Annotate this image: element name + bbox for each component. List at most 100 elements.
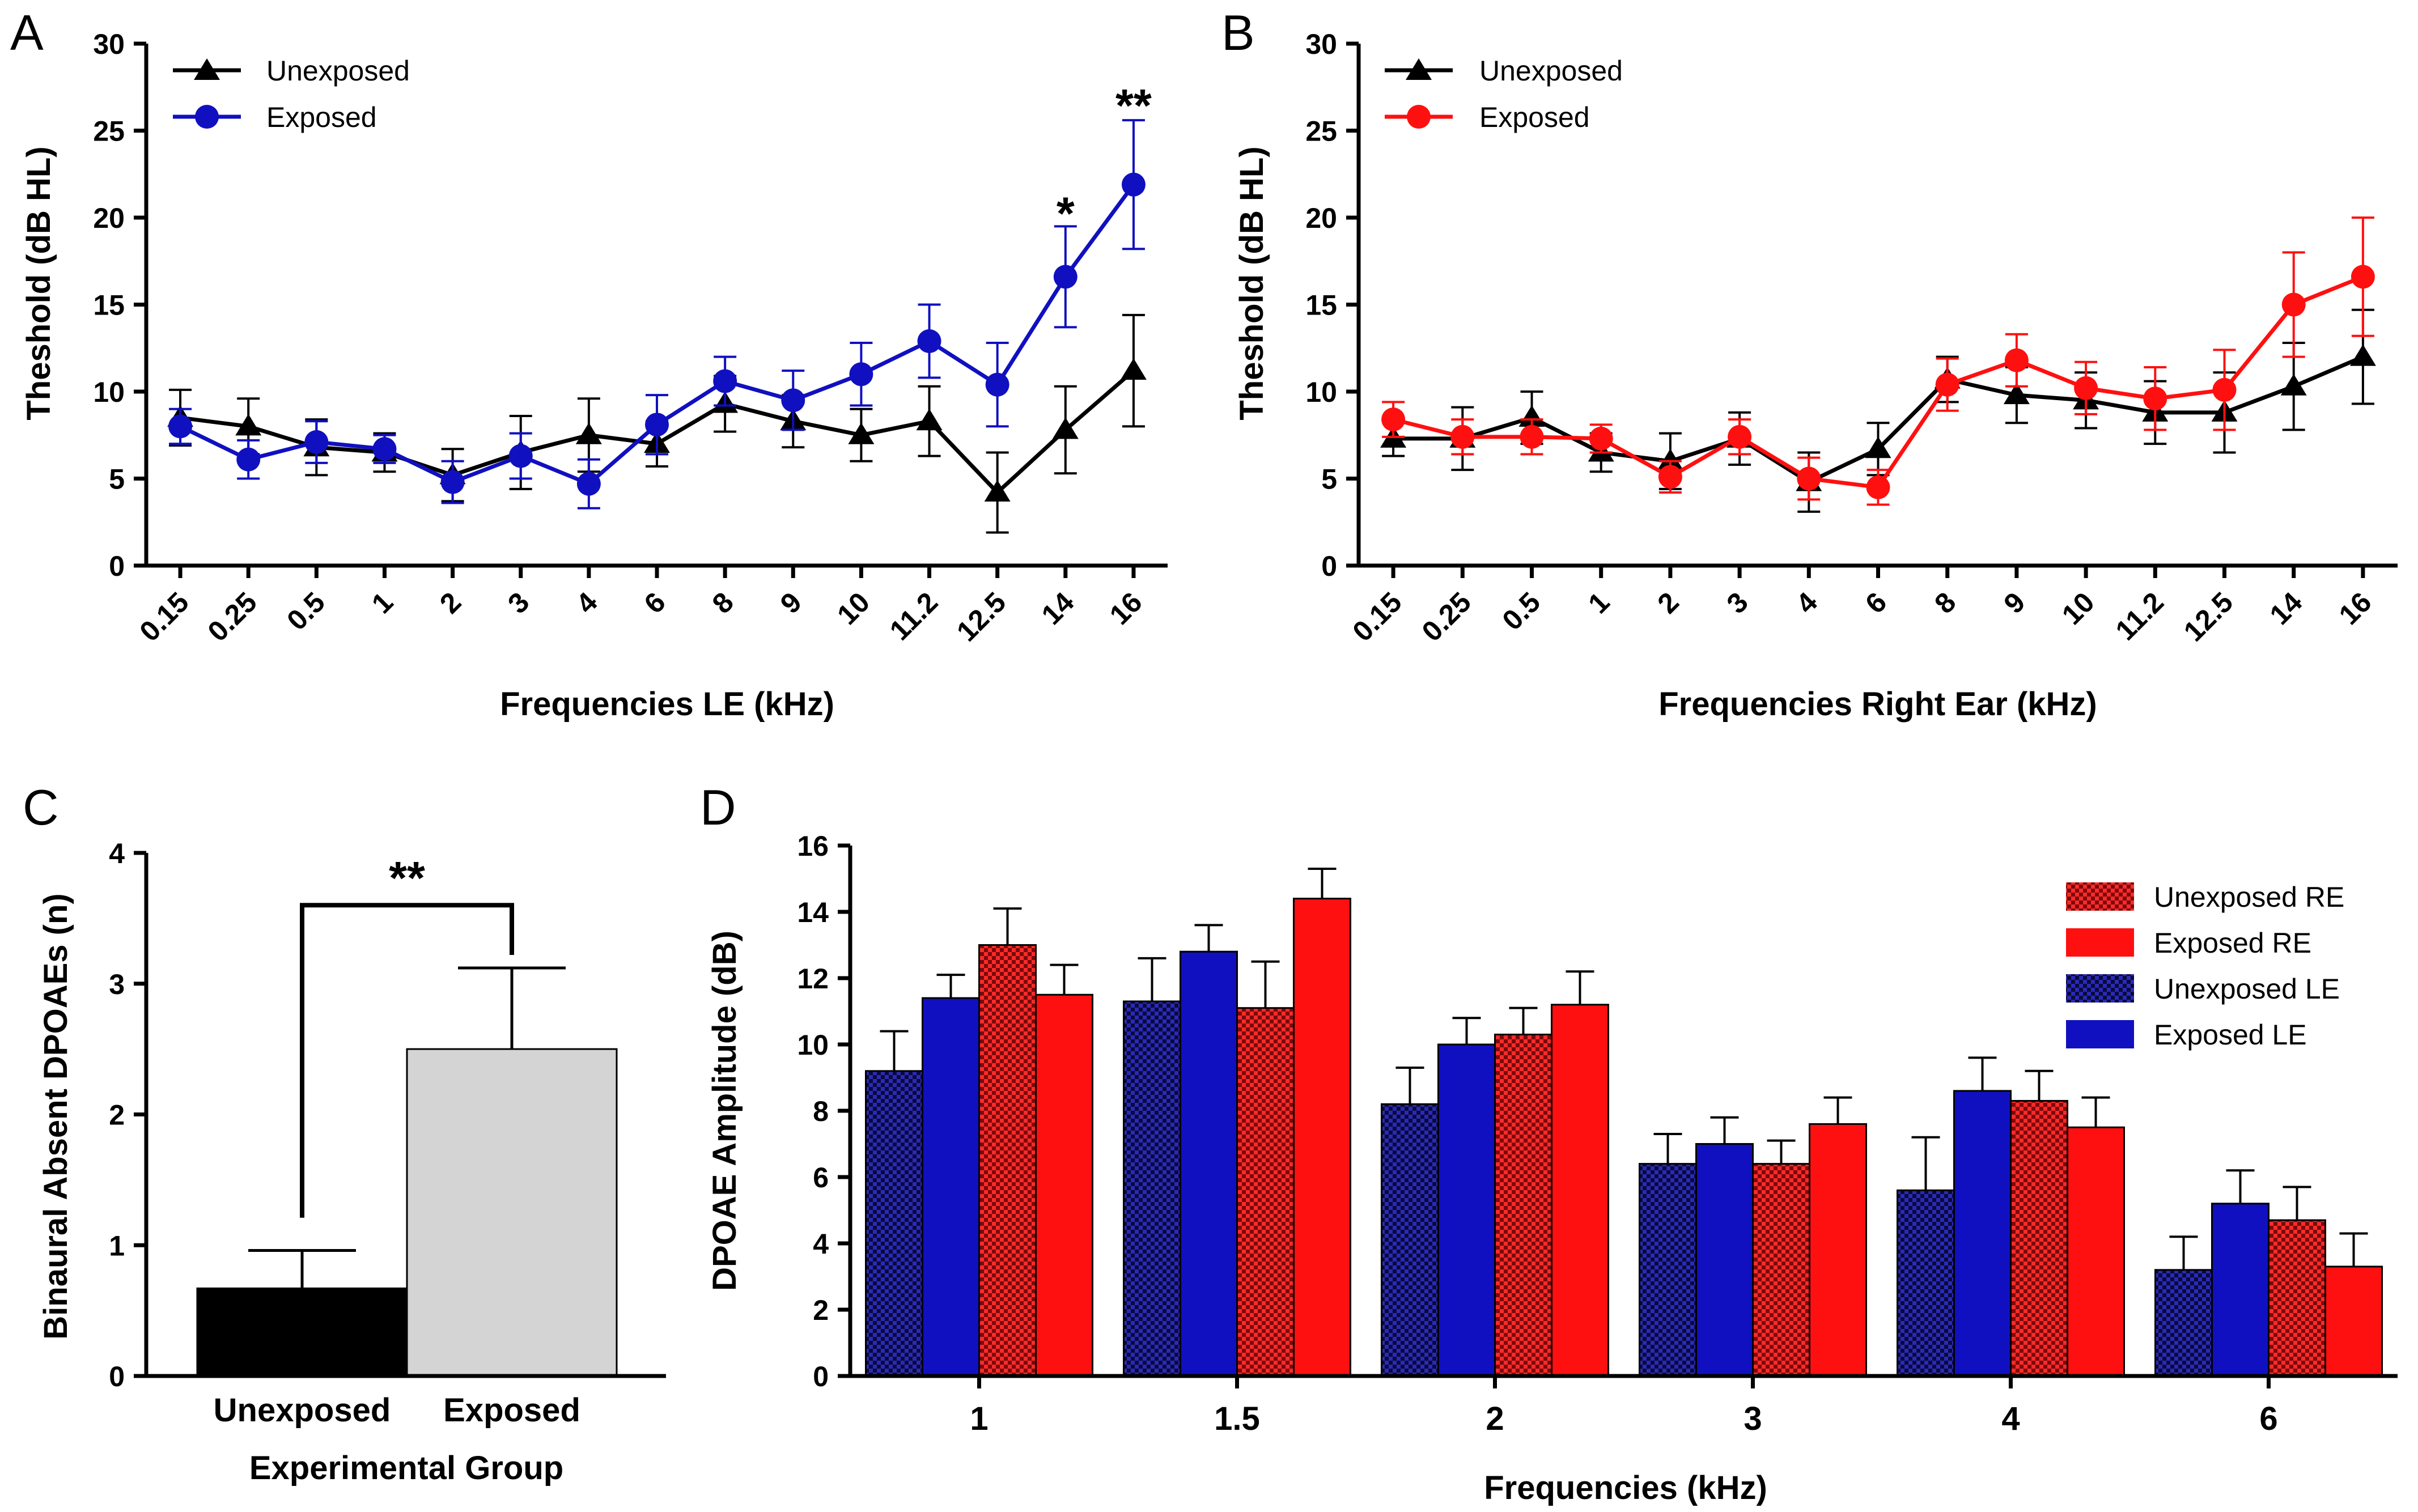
panel-d-y-axis-title: DPOAE Amplitude (dB) [706,931,743,1291]
y-tick-label: 2 [109,1099,125,1131]
bar-unexposed-re [1752,1163,1810,1377]
legend-label-unexposed-le: Unexposed LE [2154,973,2340,1005]
x-tick-label: 0.25 [1416,586,1477,647]
data-point-exposed [2351,265,2375,289]
bar-exposed-le [1953,1090,2012,1377]
y-tick-label: 0 [109,1361,125,1392]
panel-a-letter: A [10,5,44,61]
data-point-exposed [2074,376,2098,400]
legend-swatch-unexposed-re [2066,882,2134,911]
bar-exposed-le [922,997,980,1377]
data-point-exposed [1450,424,1475,449]
data-point-exposed [1658,465,1682,489]
x-tick-label: 11.2 [2110,586,2170,646]
data-point-unexposed [1052,417,1079,439]
panel-c-plot: Unexposed Exposed 0 1 2 3 4 ** [109,838,666,1429]
x-tick-label: 2 [1651,586,1685,619]
panel-b-legend: Unexposed Exposed [1385,55,1623,133]
significance-marker: ** [1115,80,1152,131]
x-tick-label: 6 [1859,586,1893,619]
y-tick-label: 3 [109,969,125,1000]
panel-b-y-axis-title: Theshold (dB HL) [1233,146,1270,420]
x-tick-label: 8 [706,586,740,619]
panel-c-x-axis-title: Experimental Group [249,1450,563,1486]
bar-exposed-re [1293,898,1351,1377]
data-point-exposed [1053,265,1078,289]
data-point-exposed [781,388,805,413]
bar-exposed [406,1048,618,1377]
panel-b-letter: B [1221,5,1255,61]
bar-unexposed-le [1381,1103,1439,1377]
x-tick-label: 9 [1997,586,2031,619]
bar-exposed-re [1809,1123,1867,1377]
bar-exposed-le [1180,950,1238,1377]
legend-label-exposed: Exposed [1479,101,1590,133]
bar-unexposed-re [1494,1033,1552,1377]
data-point-unexposed [2349,344,2376,366]
triangle-marker-icon [1406,58,1432,80]
y-tick-label: 5 [109,464,125,495]
panel-a-legend: Unexposed Exposed [173,55,410,133]
panel-c-y-axis-title: Binaural Absent DPOAEs (n) [37,893,74,1339]
x-tick-label: 1 [366,586,399,619]
data-point-exposed [304,430,329,455]
data-point-exposed [1935,372,1959,397]
legend-label-exposed: Exposed [266,101,377,133]
panel-c-absent-dpoaes: C Unexposed Exposed 0 1 2 3 4 ** Binaural Absen… [23,779,666,1486]
data-point-exposed [985,372,1009,397]
data-point-unexposed [1865,436,1891,458]
data-point-exposed [2004,348,2029,372]
x-tick-label: 8 [1928,586,1962,619]
y-tick-label: 4 [109,838,125,869]
bar-unexposed-re [2268,1219,2326,1377]
legend-label-exposed-re: Exposed RE [2154,927,2311,959]
x-tick-label: Unexposed [214,1392,391,1429]
legend-label-exposed-le: Exposed LE [2154,1019,2307,1051]
x-tick-label: 0.15 [133,586,194,647]
legend-swatch-exposed-le [2066,1020,2134,1048]
legend-swatch-exposed-re [2066,928,2134,957]
x-tick-label: 0.15 [1346,586,1407,647]
significance-marker: ** [389,852,425,904]
panel-d-letter: D [700,779,736,835]
y-tick-label: 30 [1305,28,1337,60]
y-tick-label: 0 [813,1361,829,1392]
data-point-unexposed [848,422,875,444]
panel-c-letter: C [23,779,59,835]
y-tick-label: 0 [1321,550,1337,582]
x-tick-label: 10 [2056,586,2101,631]
x-tick-label: 16 [2333,586,2378,631]
bar-unexposed-re [2010,1099,2068,1377]
data-point-unexposed [1657,448,1683,470]
data-point-unexposed [984,480,1011,502]
y-tick-label: 2 [813,1294,829,1326]
bar-exposed-re [2324,1265,2383,1377]
x-tick-label: 0.25 [202,586,263,647]
data-point-exposed [1121,172,1146,197]
bar-unexposed-le [1123,1000,1181,1377]
x-tick-label: 1 [1582,586,1615,619]
panel-a-x-axis-title: Frequencies LE (kHz) [500,686,834,723]
y-tick-label: 20 [1305,202,1337,234]
y-tick-label: 10 [797,1029,829,1061]
y-tick-label: 20 [93,202,125,234]
x-tick-label: 10 [831,586,876,631]
data-point-unexposed [2003,383,2030,405]
legend-swatch-unexposed-le [2066,974,2134,1003]
y-tick-label: 30 [93,28,125,60]
data-point-exposed [917,329,941,353]
y-tick-label: 0 [109,550,125,582]
data-point-exposed [645,413,669,437]
x-tick-label: 9 [774,586,808,619]
data-point-exposed [1797,466,1821,491]
data-point-exposed [1728,424,1752,449]
bar-exposed-le [1695,1143,1754,1377]
bar-unexposed-le [865,1070,923,1377]
data-point-unexposed [1518,405,1545,427]
y-tick-label: 16 [797,830,829,862]
x-tick-label: 4 [1790,586,1823,619]
x-tick-label: 6 [638,586,672,619]
